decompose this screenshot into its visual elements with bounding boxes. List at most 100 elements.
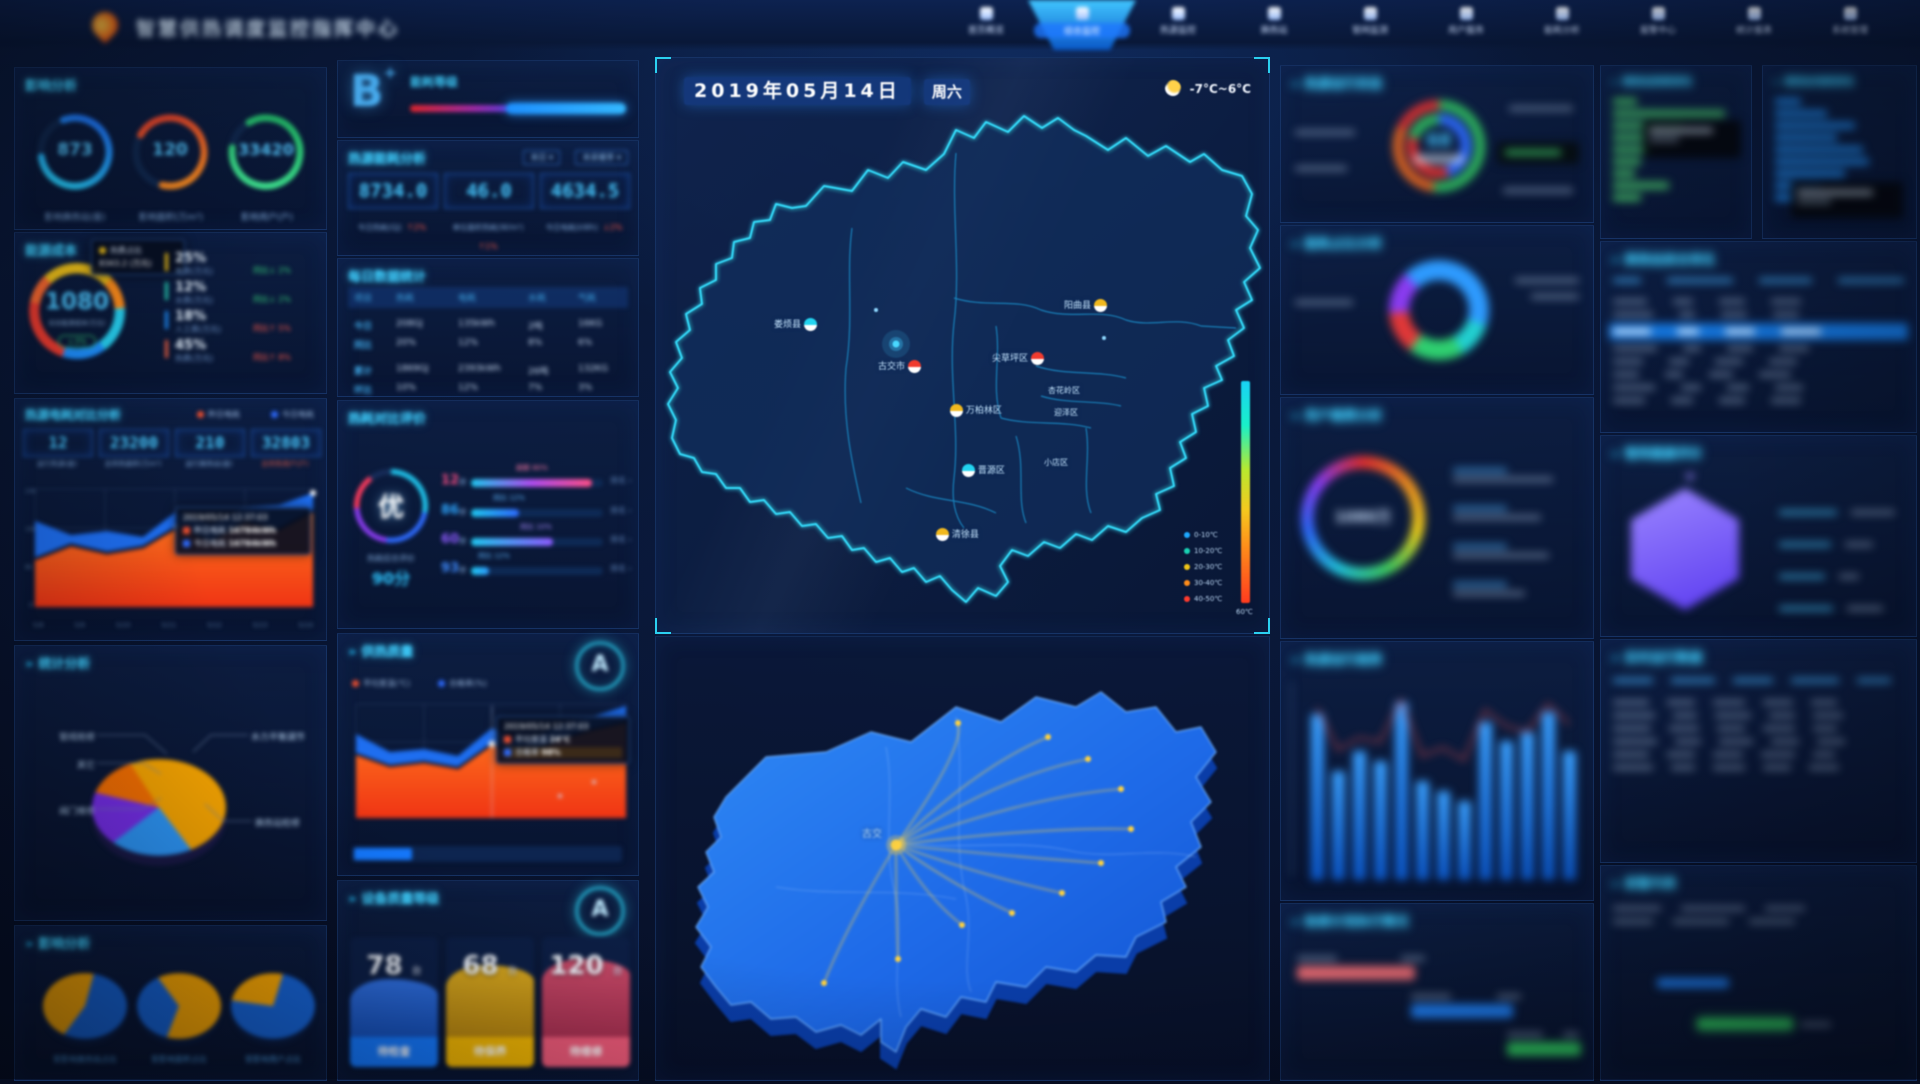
pending-maintain-button[interactable]: 待保养 <box>446 1037 534 1067</box>
weather-hot-icon <box>907 360 921 373</box>
nav-item-6[interactable]: 能耗分析 <box>1514 0 1610 50</box>
power-tooltip: 2019/05/14 12:37:03 昨日电耗 16784kWh 今日电耗 1… <box>175 507 311 555</box>
payment-row <box>1453 464 1553 486</box>
panel-source-status: » 热源运行状态 68 <box>1280 65 1594 223</box>
legend-room-temp[interactable]: 平均室温(℃) <box>352 678 410 689</box>
nav-item-0[interactable]: 首页概览 <box>938 0 1034 50</box>
gantt-bar-green <box>1507 1042 1581 1056</box>
trend: 同比↓ 2% <box>253 295 291 304</box>
nav-item-3[interactable]: 换热站 <box>1226 0 1322 50</box>
color-tick <box>165 311 168 329</box>
district-marker[interactable]: 迎泽区 <box>1054 408 1078 417</box>
ring-value: 33420 <box>238 140 294 159</box>
nav-icon-user <box>1459 7 1473 20</box>
pending-check-button[interactable]: 待检查 <box>350 1037 438 1067</box>
panel-title: » 热源运行趋势 <box>1291 653 1383 668</box>
weather-display: -7°C~6°C <box>1165 80 1251 96</box>
district-marker[interactable]: 阳曲县 <box>1064 298 1107 312</box>
panel-title: 热耗对比评价 <box>348 412 427 427</box>
pending-repair-button[interactable]: 待维修 <box>542 1037 630 1067</box>
table-row: 同比 20% 12% 8% 6% <box>354 338 593 351</box>
chevrons-icon: » <box>25 657 34 672</box>
district-marker[interactable]: 晋源区 <box>962 463 1005 477</box>
nav-item-2[interactable]: 热源监控 <box>1130 0 1226 50</box>
device-card-check: 78 台 待检查 <box>350 937 438 1067</box>
chart-scrollbar[interactable] <box>352 846 622 862</box>
pie-callout-lines <box>97 734 252 822</box>
grade-char: 优 <box>377 493 404 523</box>
city-map-svg[interactable] <box>656 58 1269 633</box>
district-marker[interactable]: 娄烦县 <box>774 317 817 331</box>
panel-heat-ranking: » 换热站热耗排名 <box>1600 65 1752 239</box>
color-tick <box>165 340 168 358</box>
cost-donut-value: 1080 <box>44 289 109 315</box>
callout-right <box>1509 102 1579 115</box>
legend-today[interactable]: 今日电耗 <box>271 409 314 420</box>
trend: 同比↓ 2% <box>253 266 291 275</box>
payment-row <box>1453 502 1541 524</box>
panel-title: 每日数据统计 <box>348 270 427 285</box>
legend-yesterday[interactable]: 昨日电耗 <box>197 409 240 420</box>
cost-item: 18% 人工费(万元) <box>165 309 221 335</box>
x-axis-labels: 5/8 5/9 5/10 5/11 5/12 5/13 5/14 <box>33 621 313 629</box>
wave-decoration <box>446 965 534 1037</box>
weather-hot-icon <box>1030 352 1044 365</box>
filter-button-day[interactable]: 本日 ▾ <box>523 150 560 165</box>
app-title: 智慧供热调度监控指挥中心 <box>136 18 401 40</box>
status-value: 68 <box>1426 130 1452 151</box>
cost-donut-caption: 综合能源成本(万元) <box>48 319 106 327</box>
scrollbar-thumb[interactable] <box>354 848 412 860</box>
data-table <box>1613 674 1904 774</box>
nav-icon-heat-source <box>1171 7 1185 20</box>
nav-icon-settings <box>1843 7 1857 20</box>
pie-label: 其它 <box>76 761 95 771</box>
trend: 同比↑ 8% <box>253 353 291 362</box>
nav-icon-station <box>1267 7 1281 20</box>
panel-title: » 用户缴费分析 <box>1291 409 1383 424</box>
nav-item-8[interactable]: 统计报表 <box>1706 0 1802 50</box>
nav-item-5[interactable]: 用户服务 <box>1418 0 1514 50</box>
chevrons-icon: » <box>348 892 357 907</box>
energy-caption: 单位面积热耗(W/m²) ↑1% <box>452 223 524 251</box>
legend-pass-rate[interactable]: 合格率(%) <box>438 678 487 689</box>
nav-item-4[interactable]: 管网监测 <box>1322 0 1418 50</box>
district-marker[interactable]: 万柏林区 <box>950 403 1002 417</box>
nav-icon-home <box>979 7 993 20</box>
panel-impact-rings: 影响分析 873 120 33420 影响换热站(座) 影响面积(万m²) 影响… <box>14 67 327 230</box>
ring-value: 120 <box>152 140 188 160</box>
status-pill <box>1413 154 1465 164</box>
cost-donut <box>29 263 125 359</box>
cost-item: 45% 热费(万元) <box>165 338 213 364</box>
svg-text:0: 0 <box>29 602 33 609</box>
nav-item-7[interactable]: 报警中心 <box>1610 0 1706 50</box>
district-marker[interactable]: 古交市 <box>878 359 921 373</box>
panel-energy-cost: 能源成本 1080 综合能源成本(万元) ↓3% 热费占比 8343.2 (万元… <box>14 232 327 394</box>
district-marker[interactable]: 清徐县 <box>936 527 979 541</box>
stat-box: 12 <box>23 429 93 457</box>
chevrons-icon: » <box>348 645 357 660</box>
table-row: 今日 208GJ 135kWh 2吨 16KG <box>354 319 603 332</box>
ring-caption: 影响换热站(座) <box>44 213 106 223</box>
district-marker[interactable]: 尖草坪区 <box>992 351 1044 365</box>
district-marker[interactable]: 小店区 <box>1044 458 1068 467</box>
health-row <box>1779 568 1859 587</box>
panel-impact-pies: » 影响分析 受影响换热站占比 受影响面积占比 受影响用户占比 <box>14 925 327 1081</box>
nav-icon-alarm <box>1651 7 1665 20</box>
ranking-tooltip <box>1791 182 1903 218</box>
energy-box: 46.0 <box>444 173 534 209</box>
nav-item-9[interactable]: 系统管理 <box>1802 0 1898 50</box>
wave-decoration <box>350 979 438 1037</box>
filter-button-season[interactable]: 本采暖季 ▾ <box>575 150 628 165</box>
district-marker[interactable]: 杏花岭区 <box>1048 386 1080 395</box>
panel-title: » 管网健康评价 <box>1611 447 1703 462</box>
panel-title: » 报警列表 <box>1611 877 1677 892</box>
panel-title: » 影响分析 <box>25 937 91 952</box>
map-3d-svg[interactable] <box>656 637 1269 1080</box>
stat-box: 32803 <box>251 429 321 457</box>
ring-caption: 影响面积(万m²) <box>138 213 204 223</box>
panel-title: » 换热站电耗排名 <box>1773 77 1855 88</box>
nav-item-1-active[interactable]: 综合监控 <box>1034 0 1130 50</box>
ranking-tooltip <box>1643 120 1741 158</box>
alarm-bar-blue <box>1657 978 1729 988</box>
health-row <box>1779 536 1873 555</box>
